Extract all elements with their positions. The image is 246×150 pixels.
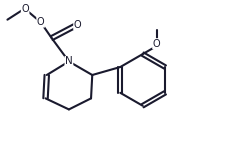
Text: O: O xyxy=(21,4,29,14)
Text: O: O xyxy=(74,20,81,30)
Text: N: N xyxy=(65,57,73,66)
Text: O: O xyxy=(37,17,45,27)
Text: O: O xyxy=(153,39,160,49)
